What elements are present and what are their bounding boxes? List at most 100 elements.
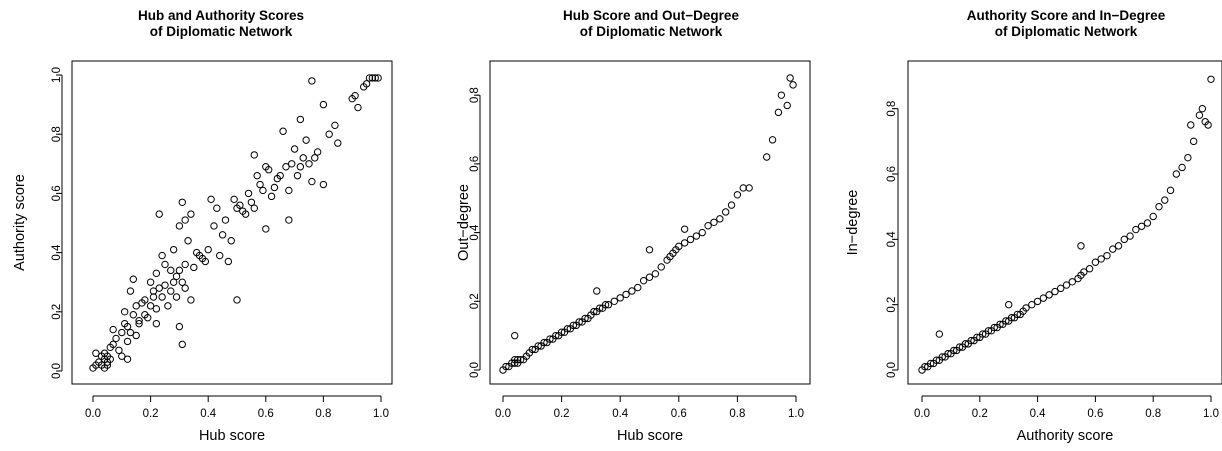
y-tick-label: 1.0	[51, 67, 63, 83]
data-point	[276, 171, 284, 180]
data-point	[250, 204, 258, 212]
data-point	[1149, 212, 1157, 221]
data-point	[115, 346, 123, 354]
data-point	[1189, 137, 1198, 146]
data-point	[169, 278, 178, 286]
data-point	[563, 325, 572, 333]
data-point	[1120, 235, 1129, 244]
data-point	[721, 208, 730, 216]
y-tick-label: 0.0	[51, 363, 63, 379]
data-point	[1057, 284, 1065, 293]
data-point	[973, 333, 981, 342]
chart-title-line-1: Hub Score and Out−Degree	[563, 8, 739, 23]
data-points	[89, 74, 382, 372]
data-point	[325, 130, 333, 138]
data-point	[207, 195, 215, 204]
data-point	[126, 287, 135, 295]
data-point	[774, 108, 783, 117]
data-point	[1166, 186, 1175, 195]
data-point	[155, 210, 163, 218]
data-point	[149, 287, 158, 295]
x-tick-label: 1.0	[373, 408, 389, 420]
data-point	[511, 331, 519, 340]
data-point	[164, 302, 172, 310]
data-point	[178, 198, 186, 206]
data-point	[1103, 251, 1111, 260]
x-tick-label: 0.2	[554, 408, 570, 420]
data-point	[1028, 300, 1036, 309]
data-point	[932, 356, 941, 364]
data-point	[213, 204, 221, 212]
data-point	[290, 145, 299, 153]
data-point	[686, 235, 695, 244]
data-point	[651, 270, 660, 278]
data-point	[319, 180, 328, 189]
x-tick-label: 0.4	[1030, 408, 1047, 420]
data-point	[175, 266, 184, 275]
data-point	[282, 163, 290, 171]
data-point	[106, 355, 114, 363]
data-point	[1005, 300, 1013, 309]
x-tick-label: 0.8	[1145, 408, 1161, 420]
data-point	[581, 314, 589, 323]
data-point	[704, 222, 712, 230]
data-point	[1155, 202, 1163, 211]
data-point	[590, 307, 598, 316]
plot-frame	[489, 60, 811, 385]
data-point	[169, 245, 178, 254]
data-point	[675, 242, 683, 251]
data-point	[161, 281, 169, 289]
data-point	[1022, 304, 1030, 312]
data-point	[768, 136, 777, 144]
data-point	[935, 330, 944, 338]
data-point	[1195, 111, 1204, 119]
data-point	[285, 216, 293, 224]
data-point	[178, 278, 186, 286]
data-point	[1033, 297, 1042, 306]
x-axis-label: Authority score	[1017, 428, 1114, 444]
data-point	[178, 340, 186, 349]
x-tick-label: 1.0	[1203, 408, 1219, 420]
data-point	[221, 216, 230, 224]
data-point	[365, 74, 374, 82]
x-tick-label: 0.8	[315, 408, 331, 420]
data-point	[789, 81, 797, 89]
data-point	[167, 266, 175, 275]
data-point	[967, 336, 975, 345]
data-point	[126, 328, 135, 337]
data-point	[158, 293, 166, 301]
data-point	[204, 245, 212, 254]
data-point	[218, 231, 227, 239]
x-tick-label: 0.2	[143, 408, 159, 420]
y-tick-label: 0.2	[886, 297, 898, 313]
data-point	[552, 331, 560, 340]
data-point	[109, 340, 117, 349]
data-point	[540, 338, 548, 347]
data-point	[296, 115, 305, 124]
data-point	[1172, 170, 1181, 178]
data-point	[279, 127, 287, 135]
data-point	[354, 103, 362, 112]
x-axis-label: Hub score	[617, 428, 683, 444]
chart-title-line-2: of Diplomatic Network	[580, 24, 723, 39]
data-point	[1077, 242, 1085, 250]
data-point	[921, 363, 929, 371]
data-point	[129, 275, 138, 283]
data-point	[645, 273, 654, 281]
data-point	[502, 362, 510, 371]
data-point	[978, 330, 987, 338]
data-point	[763, 153, 771, 161]
data-point	[244, 189, 253, 198]
chart-title-line-2: of Diplomatic Network	[995, 24, 1138, 39]
data-point	[1080, 268, 1088, 276]
data-point	[259, 186, 267, 195]
y-tick-label: 0.4	[469, 224, 481, 241]
data-point	[109, 325, 117, 334]
x-tick-label: 0.2	[972, 408, 988, 420]
data-point	[227, 237, 235, 245]
chart-title-line-1: Hub and Authority Scores	[138, 8, 304, 23]
y-tick-label: 0.4	[886, 231, 898, 248]
data-point	[1198, 104, 1207, 113]
